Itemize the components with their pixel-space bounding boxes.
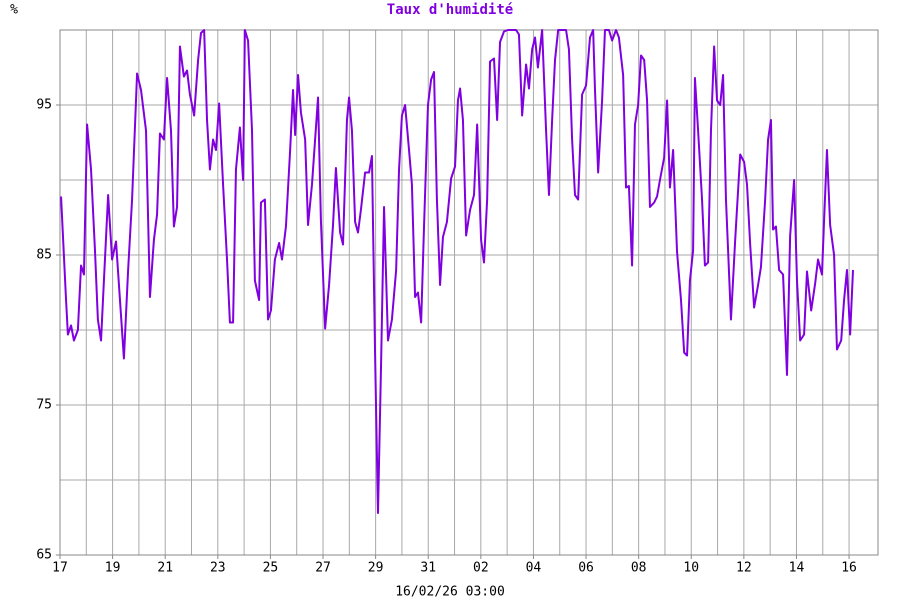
- x-axis-label: 16/02/26 03:00: [395, 585, 505, 600]
- x-tick-label: 12: [736, 561, 752, 576]
- x-tick-label: 06: [578, 561, 594, 576]
- x-tick-label: 19: [105, 561, 121, 576]
- grid: 65 75 85 95 17 19 21 23 25 27 29 31 02 04 06 08 10 12 14 16: [36, 29, 878, 576]
- y-tick-label: 95: [36, 98, 52, 113]
- y-tick-label: 85: [36, 248, 52, 263]
- x-tick-label: 27: [315, 561, 331, 576]
- plot-frame: [59, 29, 879, 556]
- x-tick-label: 29: [368, 561, 384, 576]
- x-tick-label: 16: [841, 561, 857, 576]
- x-tick-label: 10: [683, 561, 699, 576]
- x-tick-label: 02: [473, 561, 489, 576]
- x-tick-label: 04: [526, 561, 542, 576]
- y-tick-label: 65: [36, 548, 52, 563]
- data-line: [60, 29, 855, 514]
- x-tick-label: 25: [263, 561, 279, 576]
- x-tick-label: 17: [52, 561, 68, 576]
- x-tick-label: 14: [789, 561, 805, 576]
- y-axis-label: %: [10, 3, 18, 18]
- x-tick-label: 08: [631, 561, 647, 576]
- chart-title: Taux d'humidité: [387, 2, 513, 18]
- x-tick-label: 21: [157, 561, 173, 576]
- y-tick-label: 75: [36, 398, 52, 413]
- x-tick-label: 31: [420, 561, 436, 576]
- marks: [60, 29, 855, 514]
- x-tick-label: 23: [210, 561, 226, 576]
